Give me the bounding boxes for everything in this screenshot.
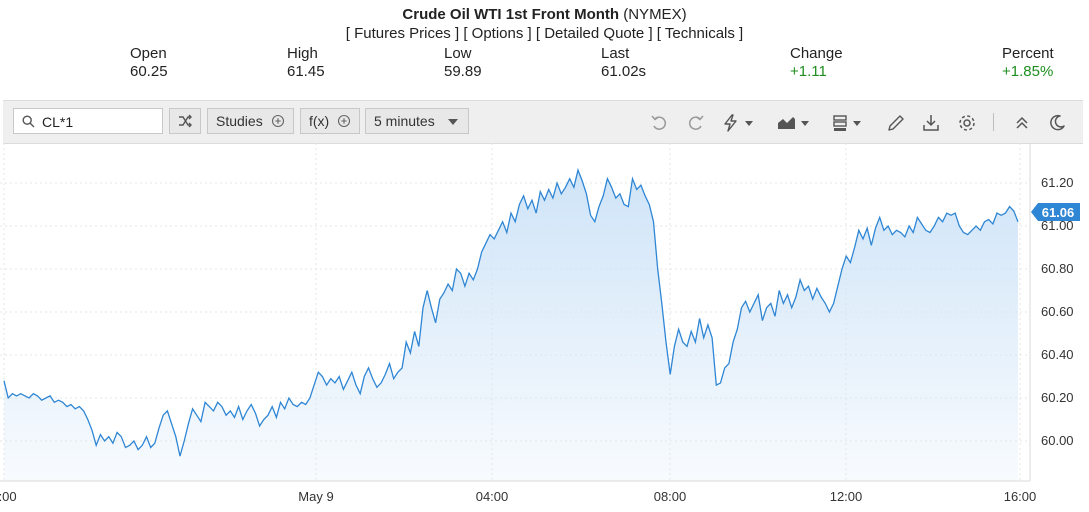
x-tick-label: 08:00 [654, 489, 687, 504]
quote-percent: Percent +1.85% [1002, 45, 1054, 81]
x-tick-label: May 9 [298, 489, 333, 504]
low-value: 59.89 [444, 63, 482, 80]
quote-title: Crude Oil WTI 1st Front Month (NYMEX) [0, 6, 1089, 23]
y-tick-label: 60.40 [1041, 347, 1074, 362]
y-tick-label: 61.00 [1041, 218, 1074, 233]
chart-type-icon[interactable] [776, 113, 814, 133]
quote-high: High 61.45 [287, 45, 325, 81]
add-circle-icon [271, 114, 284, 128]
instrument-name: Crude Oil WTI 1st Front Month [402, 6, 620, 23]
symbol-input[interactable] [40, 112, 159, 132]
templates-icon[interactable] [831, 113, 869, 133]
open-label: Open [130, 45, 167, 62]
x-tick-label: 04:00 [476, 489, 509, 504]
price-badge-shape [1031, 203, 1080, 221]
percent-label: Percent [1002, 45, 1054, 62]
x-tick-label: 7:00 [0, 489, 17, 504]
compare-button[interactable] [169, 108, 201, 134]
high-label: High [287, 45, 318, 62]
y-tick-label: 60.20 [1041, 390, 1074, 405]
percent-value: +1.85% [1002, 63, 1054, 80]
change-label: Change [790, 45, 843, 62]
last-label: Last [601, 45, 630, 62]
download-icon[interactable] [921, 113, 941, 133]
studies-button[interactable]: Studies [207, 108, 294, 134]
lightning-icon[interactable] [721, 113, 759, 133]
price-line [3, 167, 1019, 457]
x-tick-label: 16:00 [1004, 489, 1037, 504]
x-tick-label: 12:00 [830, 489, 863, 504]
technicals-link[interactable]: [ Technicals ] [656, 25, 744, 42]
quote-nav-links: [ Futures Prices ] [ Options ] [ Detaile… [0, 25, 1089, 42]
pencil-icon[interactable] [886, 113, 906, 133]
studies-label: Studies [216, 113, 263, 129]
fx-label: f(x) [309, 113, 330, 129]
price-area [4, 170, 1018, 481]
gear-icon[interactable] [957, 113, 977, 133]
quote-open: Open 60.25 [130, 45, 168, 81]
y-tick-label: 61.20 [1041, 175, 1074, 190]
y-tick-label: 60.80 [1041, 261, 1074, 276]
chart-canvas: 61.20 61.00 60.80 60.60 60.40 60.20 60.00 7:00… [0, 143, 1080, 504]
exchange-name: (NYMEX) [623, 6, 687, 23]
interval-label: 5 minutes [374, 113, 435, 129]
search-icon [22, 115, 35, 128]
redo-icon[interactable] [686, 113, 706, 133]
x-axis: 7:00 May 9 04:00 08:00 12:00 16:00 [0, 489, 1036, 504]
quote-low: Low 59.89 [444, 45, 482, 81]
quote-last: Last 61.02s [601, 45, 646, 81]
y-tick-label: 60.60 [1041, 304, 1074, 319]
high-value: 61.45 [287, 63, 325, 80]
undo-icon[interactable] [649, 113, 669, 133]
detailed-quote-link[interactable]: [ Detailed Quote ] [535, 25, 653, 42]
caret-down-icon [448, 119, 458, 125]
current-price-badge: 61.06 [1031, 203, 1080, 221]
open-value: 60.25 [130, 63, 168, 80]
shuffle-icon [179, 114, 192, 128]
y-axis: 61.20 61.00 60.80 60.60 60.40 60.20 60.00 [1041, 175, 1074, 448]
toolbar-divider [993, 113, 994, 131]
options-link[interactable]: [ Options ] [463, 25, 532, 42]
low-label: Low [444, 45, 472, 62]
symbol-search[interactable] [13, 108, 163, 134]
quote-change: Change +1.11 [790, 45, 843, 81]
change-value: +1.11 [790, 63, 827, 80]
current-price-label: 61.06 [1042, 205, 1075, 220]
fx-button[interactable]: f(x) [300, 108, 361, 134]
interval-select[interactable]: 5 minutes [365, 108, 469, 134]
y-tick-label: 60.00 [1041, 433, 1074, 448]
price-chart[interactable]: 61.20 61.00 60.80 60.60 60.40 60.20 60.00 7:00… [0, 143, 1089, 507]
last-value: 61.02s [601, 63, 647, 80]
chart-toolbar: Studies f(x) 5 minutes [3, 100, 1083, 144]
collapse-up-icon[interactable] [1012, 113, 1032, 133]
moon-icon[interactable] [1047, 113, 1067, 133]
add-circle-icon [338, 114, 351, 128]
futures-prices-link[interactable]: [ Futures Prices ] [345, 25, 460, 42]
